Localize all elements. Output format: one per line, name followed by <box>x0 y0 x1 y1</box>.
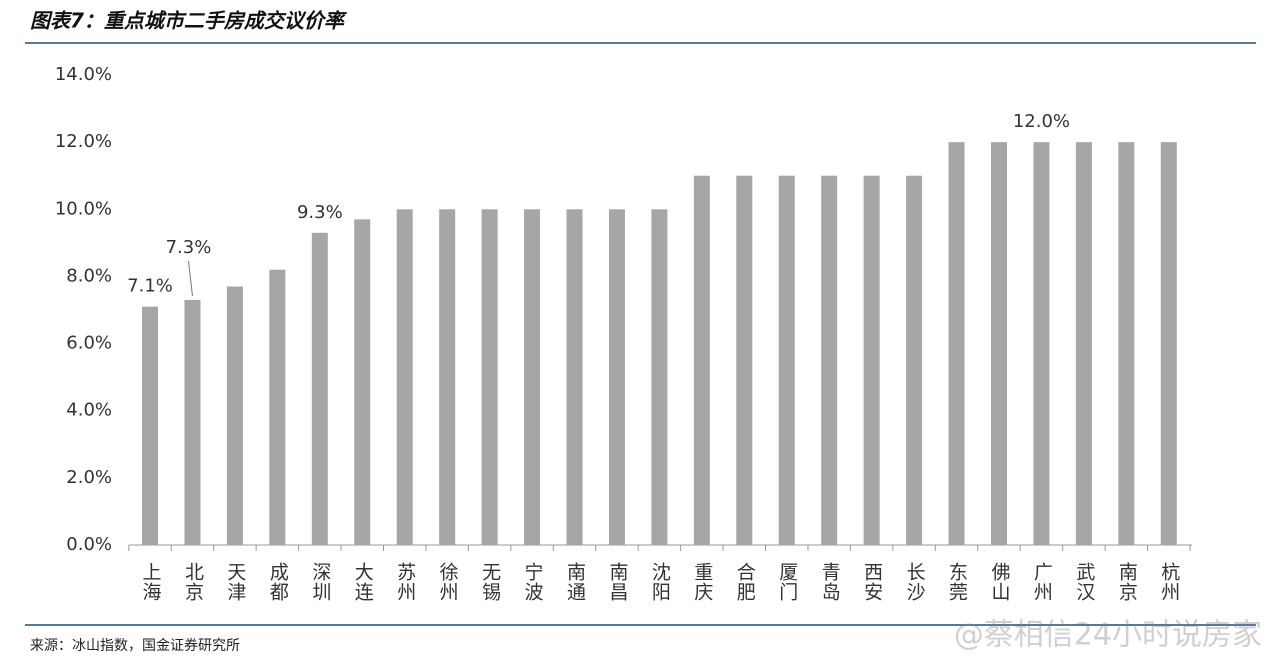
x-tick-label: 广州 <box>1031 562 1053 602</box>
bar <box>396 209 413 546</box>
x-tick-label: 成都 <box>267 562 289 602</box>
bar <box>269 269 286 545</box>
x-tick-label: 东莞 <box>946 562 968 602</box>
bar <box>736 175 753 545</box>
bar <box>524 209 541 546</box>
bar <box>481 209 498 546</box>
data-label: 12.0% <box>1013 111 1070 132</box>
y-tick-label: 4.0% <box>66 400 112 421</box>
leader-line <box>187 260 193 296</box>
bar <box>778 175 795 545</box>
y-tick-label: 12.0% <box>55 131 112 152</box>
bar <box>439 209 456 546</box>
bar <box>1160 142 1177 545</box>
x-tick-label: 西安 <box>861 562 883 602</box>
bar <box>311 232 328 546</box>
data-label: 7.3% <box>166 237 212 258</box>
bar <box>566 209 583 546</box>
watermark: @蔡相信24小时说房家 <box>954 618 1262 653</box>
x-tick-label: 青岛 <box>819 562 841 602</box>
chart-title: 图表7：重点城市二手房成交议价率 <box>30 9 348 33</box>
y-tick-label: 6.0% <box>66 333 112 354</box>
y-tick-label: 8.0% <box>66 265 112 286</box>
x-tick-label: 武汉 <box>1073 562 1095 602</box>
bar <box>990 142 1007 545</box>
x-tick-label: 苏州 <box>394 562 416 602</box>
x-tick-label: 合肥 <box>734 562 756 602</box>
x-tick-label: 厦门 <box>776 562 798 602</box>
x-tick-label: 徐州 <box>437 562 459 602</box>
x-tick-label: 北京 <box>182 562 204 602</box>
y-tick-label: 10.0% <box>55 198 112 219</box>
bar <box>608 209 625 546</box>
bar <box>1118 142 1135 545</box>
bar <box>863 175 880 545</box>
x-tick-label: 深圳 <box>309 562 331 602</box>
x-tick-label: 杭州 <box>1158 562 1180 602</box>
bar <box>1075 142 1092 545</box>
source-note: 来源：冰山指数，国金证券研究所 <box>30 638 240 654</box>
x-tick-label: 天津 <box>224 562 246 602</box>
x-tick-label: 大连 <box>352 562 374 602</box>
y-tick-label: 2.0% <box>66 467 112 488</box>
x-tick-label: 佛山 <box>988 562 1010 602</box>
bar <box>906 175 923 545</box>
x-tick-label: 南京 <box>1116 562 1138 602</box>
bar <box>226 286 243 545</box>
bar <box>948 142 965 545</box>
x-tick-label: 重庆 <box>691 562 713 602</box>
y-tick-label: 14.0% <box>55 64 112 85</box>
bar <box>1033 142 1050 545</box>
x-tick-label: 长沙 <box>904 562 926 602</box>
bar <box>821 175 838 545</box>
x-tick-label: 南通 <box>564 562 586 602</box>
data-label: 9.3% <box>297 202 343 223</box>
bar <box>142 306 159 545</box>
bar <box>184 299 201 545</box>
x-tick-label: 宁波 <box>522 562 544 602</box>
y-tick-label: 0.0% <box>66 534 112 555</box>
x-tick-label: 南昌 <box>606 562 628 602</box>
bar <box>354 219 371 545</box>
x-tick-label: 上海 <box>140 562 162 602</box>
x-tick-label: 沈阳 <box>649 562 671 602</box>
bar <box>693 175 710 545</box>
data-label: 7.1% <box>127 276 173 297</box>
bar <box>651 209 668 546</box>
x-tick-label: 无锡 <box>479 562 501 602</box>
